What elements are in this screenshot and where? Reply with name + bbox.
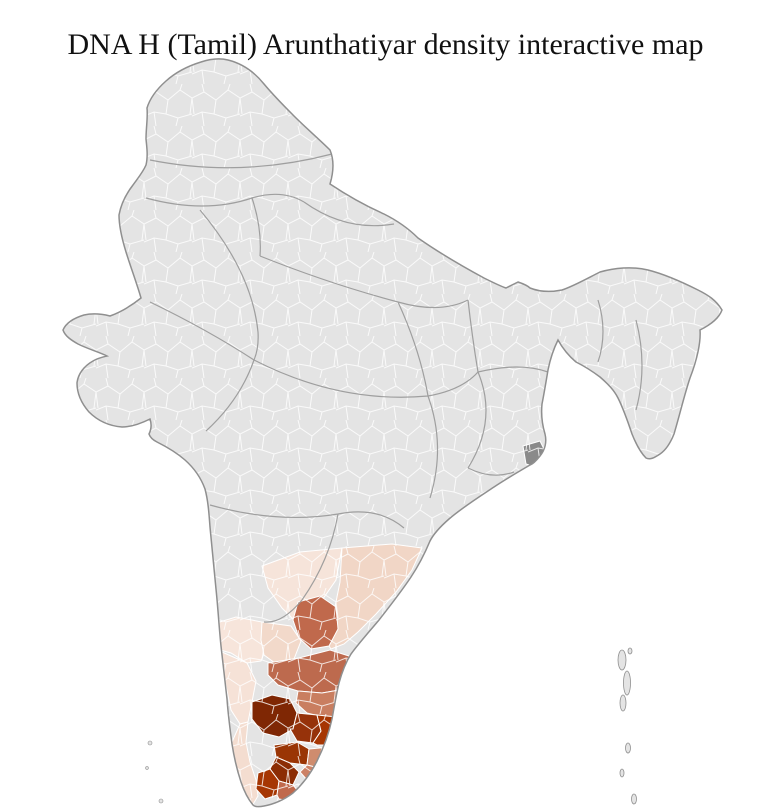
density-region-cauvery-delta[interactable] — [336, 698, 359, 741]
state-borders-layer — [145, 153, 643, 623]
andaman-nicobar-islands[interactable] — [617, 647, 637, 805]
lakshadweep-islands[interactable] — [145, 740, 164, 804]
page-title: DNA H (Tamil) Arunthatiyar density inter… — [67, 28, 704, 62]
